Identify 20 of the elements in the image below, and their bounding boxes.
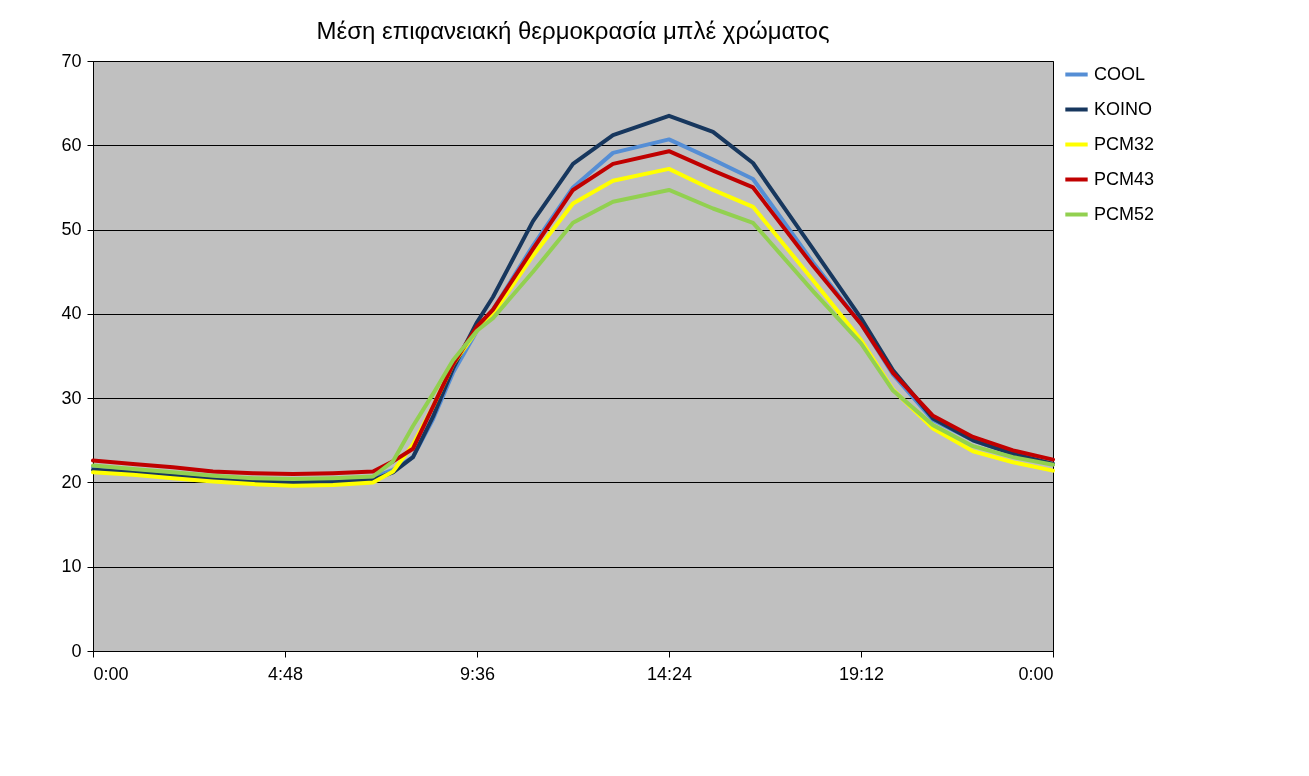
chart-title: Μέση επιφανειακή θερμοκρασία μπλέ χρώματος [316, 17, 830, 44]
y-tick-label: 0 [71, 640, 82, 661]
y-tick-label: 40 [61, 303, 82, 324]
y-tick-label: 20 [61, 471, 82, 492]
x-tick-label: 14:24 [646, 663, 693, 684]
x-tick-label: 19:12 [838, 663, 885, 684]
legend-label: PCM32 [1094, 133, 1155, 154]
y-tick-label: 70 [61, 50, 82, 71]
x-tick-label: 0:00 [93, 663, 129, 684]
y-tick-label: 60 [61, 134, 82, 155]
legend-label: KOINO [1094, 98, 1153, 119]
y-tick-label: 50 [61, 219, 82, 240]
x-tick-label: 9:36 [459, 663, 496, 684]
y-tick-label: 10 [61, 556, 82, 577]
x-tick-label: 0:00 [1018, 663, 1054, 684]
y-tick-label: 30 [61, 387, 82, 408]
legend-label: PCM43 [1094, 168, 1155, 189]
legend-label: COOL [1094, 63, 1146, 84]
x-tick-label: 4:48 [267, 663, 304, 684]
legend-label: PCM52 [1094, 203, 1155, 224]
